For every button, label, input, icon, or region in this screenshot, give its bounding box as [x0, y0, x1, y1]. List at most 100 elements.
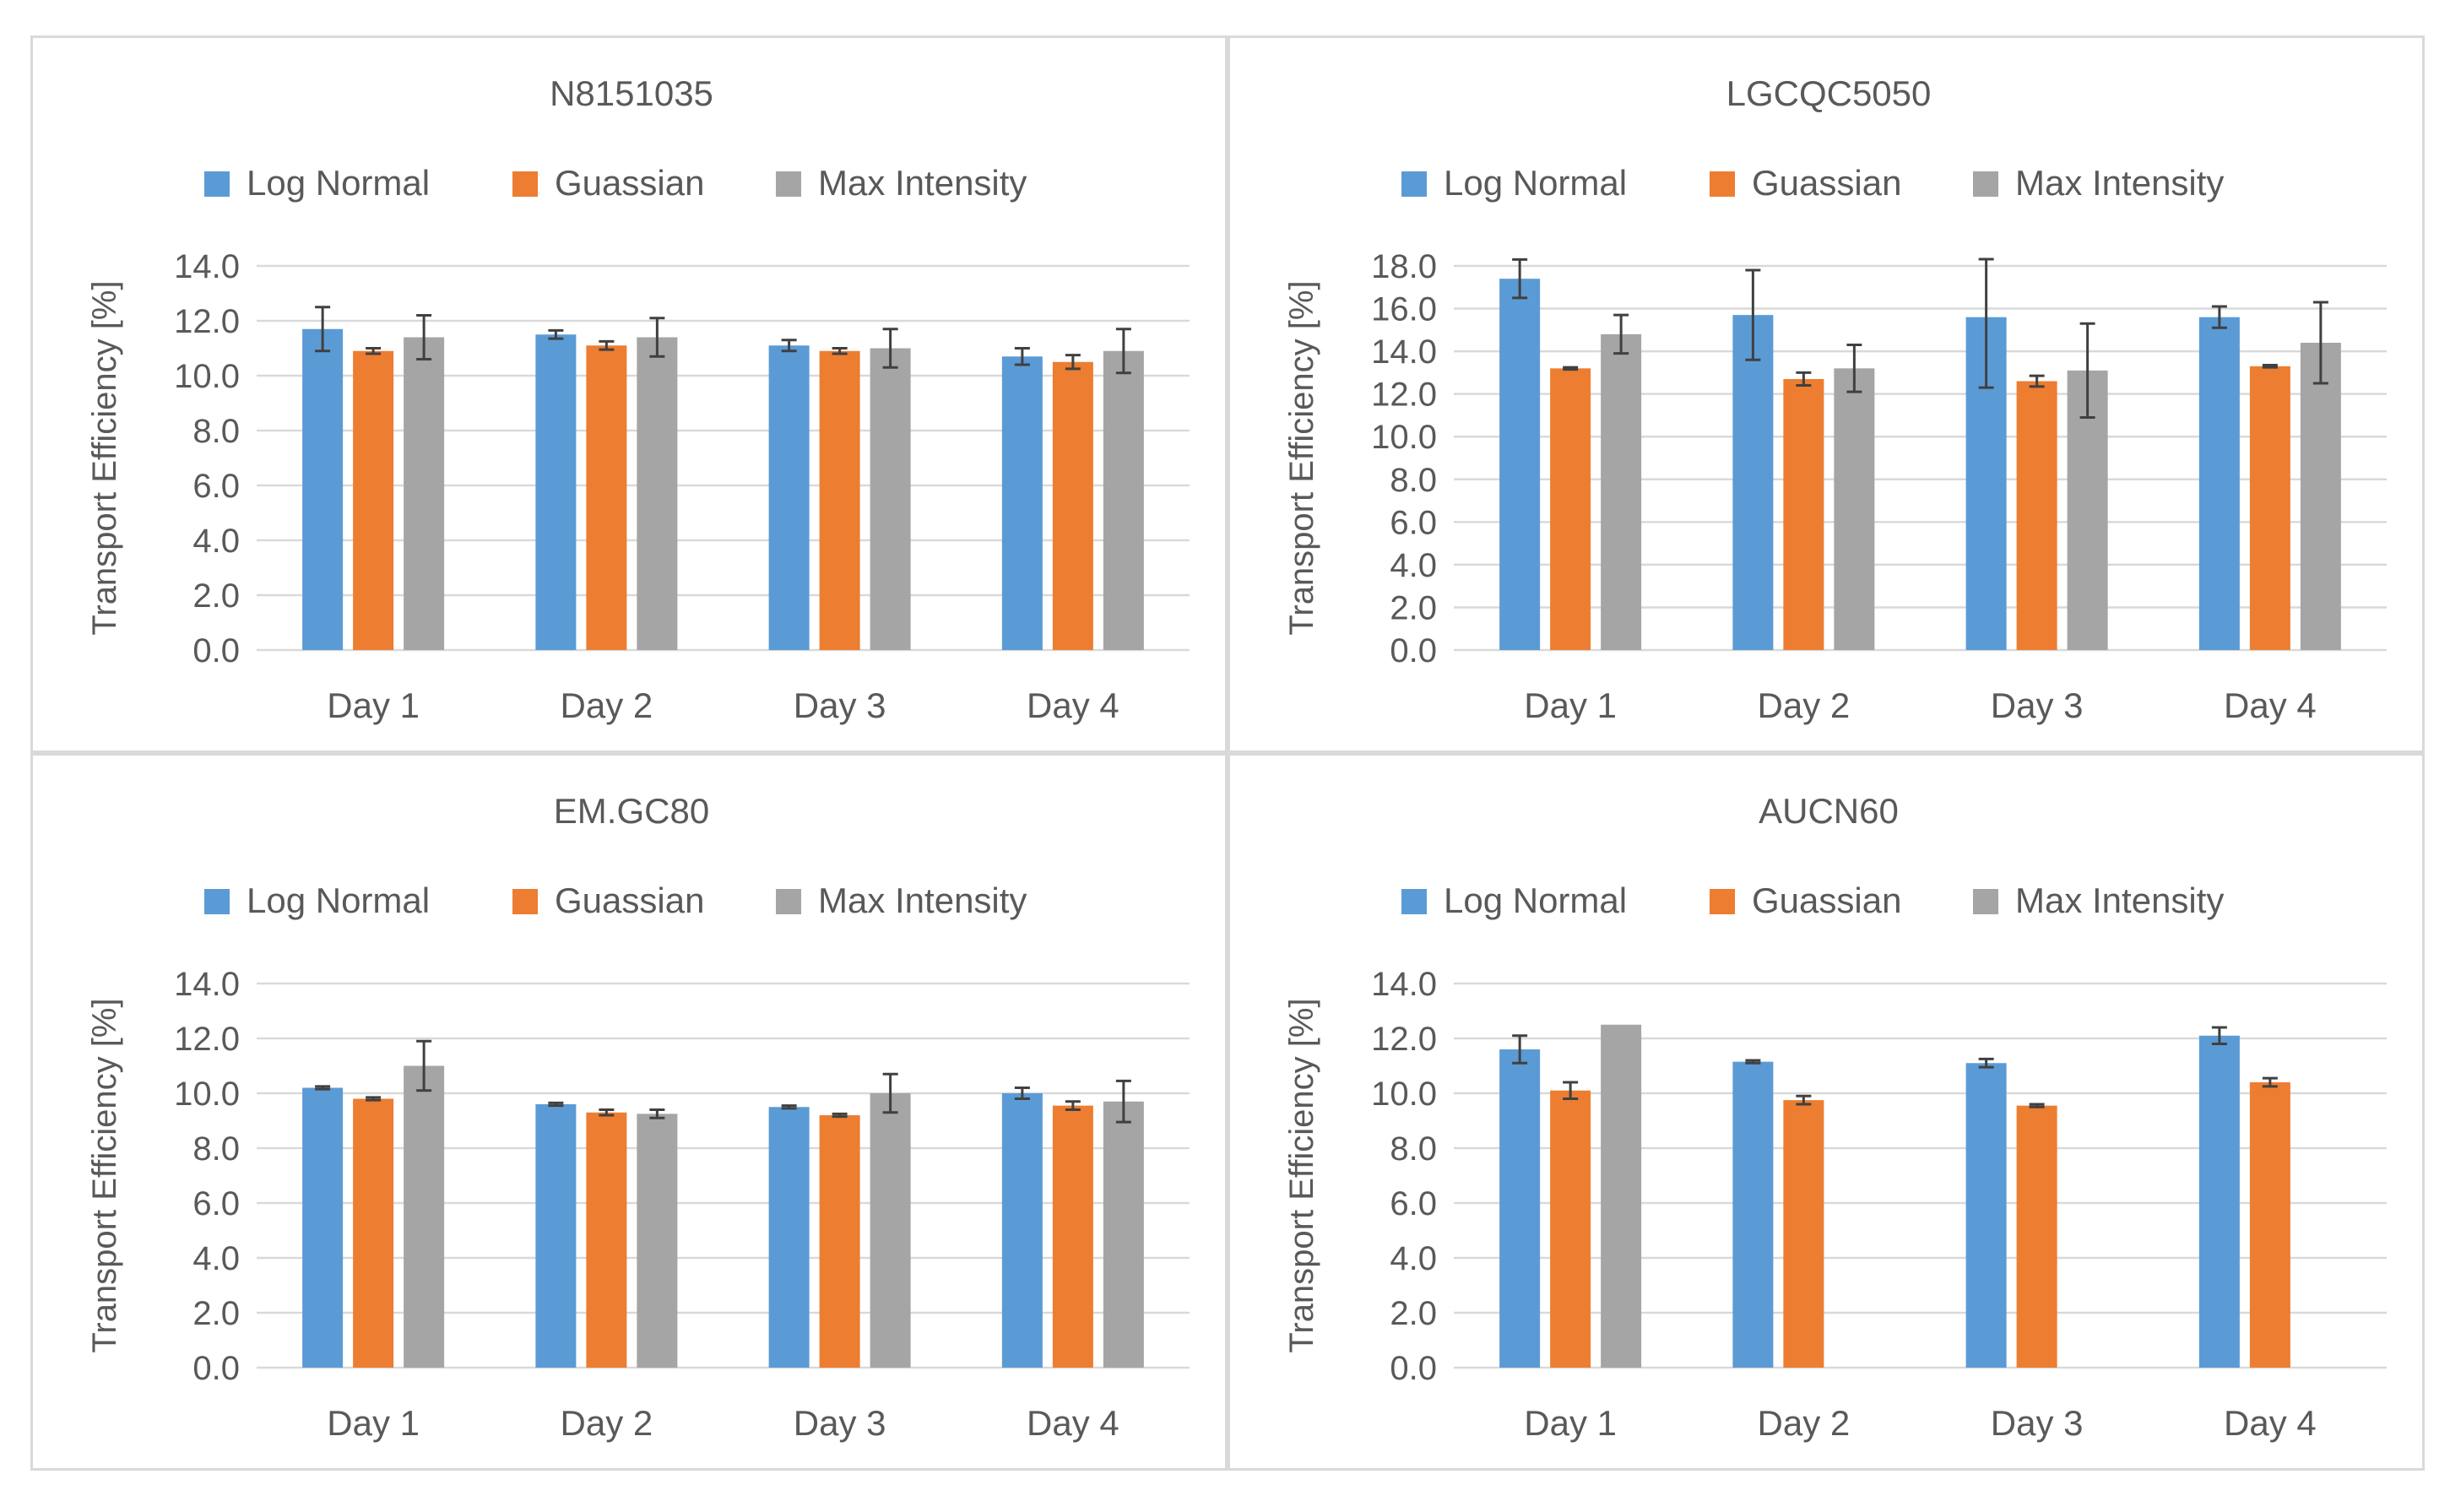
legend-label-3: Max Intensity — [818, 163, 1027, 203]
legend-swatch-2 — [1710, 171, 1735, 197]
chart-title: AUCN60 — [1759, 791, 1899, 831]
bar — [1103, 1101, 1144, 1368]
bar — [1052, 1105, 1093, 1368]
legend-swatch-2 — [512, 889, 538, 914]
bar — [1783, 1100, 1824, 1368]
legend-label-2: Guassian — [555, 163, 704, 203]
legend-label-1: Log Normal — [247, 881, 430, 920]
bar — [586, 345, 627, 650]
y-tick-label: 6.0 — [1390, 1185, 1437, 1222]
bar — [1834, 368, 1875, 650]
y-tick-label: 12.0 — [1371, 1021, 1437, 1058]
bar — [1601, 1024, 1642, 1368]
y-tick-label: 14.0 — [174, 966, 240, 1003]
chart-svg: EM.GC80 Log Normal Guassian Max Intensity 0.… — [86, 791, 1190, 1443]
bar — [2249, 366, 2290, 650]
bar — [870, 1093, 911, 1368]
legend-swatch-2 — [1710, 889, 1735, 914]
legend-swatch-3 — [776, 889, 801, 914]
legend-label-1: Log Normal — [247, 163, 430, 203]
bar — [768, 345, 810, 650]
bar — [586, 1112, 627, 1368]
y-tick-label: 0.0 — [192, 632, 240, 669]
y-tick-label: 4.0 — [192, 1240, 240, 1277]
bar — [2198, 1035, 2240, 1368]
bar — [1001, 356, 1043, 650]
chart-svg: LGCQC5050 Log Normal Guassian Max Intensity… — [1283, 73, 2387, 725]
y-axis-label: Transport Efficiency [%] — [1283, 280, 1320, 635]
y-tick-label: 14.0 — [1371, 333, 1437, 371]
bar — [302, 328, 344, 650]
y-tick-label: 6.0 — [1390, 504, 1437, 541]
chart-panel-1: N8151035 Log Normal Guassian Max Intensity 0… — [30, 35, 1228, 753]
legend-label-1: Log Normal — [1444, 881, 1627, 920]
legend-swatch-1 — [204, 889, 230, 914]
y-tick-label: 6.0 — [192, 468, 240, 505]
bar — [1103, 350, 1144, 650]
y-tick-label: 0.0 — [1390, 632, 1437, 669]
x-tick-label: Day 4 — [2224, 1403, 2317, 1443]
x-tick-label: Day 2 — [1758, 686, 1851, 725]
legend-swatch-1 — [204, 171, 230, 197]
y-tick-label: 12.0 — [174, 303, 240, 340]
bar — [819, 350, 860, 650]
y-axis-label: Transport Efficiency [%] — [86, 280, 123, 635]
bar — [1052, 361, 1093, 650]
x-tick-label: Day 3 — [794, 1403, 886, 1443]
y-tick-label: 10.0 — [174, 358, 240, 395]
x-tick-label: Day 2 — [561, 686, 653, 725]
bar — [1601, 333, 1642, 650]
y-tick-label: 2.0 — [1390, 589, 1437, 626]
chart-svg: AUCN60 Log Normal Guassian Max Intensity 0.0… — [1283, 791, 2387, 1443]
chart-panel-2: LGCQC5050 Log Normal Guassian Max Intensity… — [1228, 35, 2425, 753]
x-tick-label: Day 3 — [794, 686, 886, 725]
y-tick-label: 8.0 — [192, 413, 240, 450]
y-tick-label: 10.0 — [1371, 419, 1437, 456]
legend-label-3: Max Intensity — [2015, 163, 2224, 203]
bar — [2198, 317, 2240, 650]
chart-svg: N8151035 Log Normal Guassian Max Intensity 0… — [86, 73, 1190, 725]
bar — [404, 1065, 445, 1368]
x-tick-label: Day 2 — [1758, 1403, 1851, 1443]
y-tick-label: 12.0 — [1371, 377, 1437, 414]
y-tick-label: 14.0 — [1371, 966, 1437, 1003]
bar — [353, 350, 394, 650]
bar — [637, 1114, 678, 1368]
y-tick-label: 6.0 — [192, 1185, 240, 1222]
bar — [870, 348, 911, 650]
y-tick-label: 2.0 — [192, 1295, 240, 1332]
chart-title: N8151035 — [550, 73, 713, 113]
bar — [2249, 1082, 2290, 1368]
bar — [1732, 1061, 1774, 1368]
bar — [535, 334, 577, 650]
legend-swatch-3 — [776, 171, 801, 197]
x-tick-label: Day 4 — [1027, 686, 1119, 725]
bar — [2300, 343, 2341, 650]
y-tick-label: 4.0 — [192, 523, 240, 560]
bar — [353, 1098, 394, 1368]
y-tick-label: 8.0 — [1390, 1130, 1437, 1168]
y-tick-label: 8.0 — [192, 1130, 240, 1168]
bar — [637, 337, 678, 650]
y-axis-label: Transport Efficiency [%] — [1283, 998, 1320, 1352]
x-tick-label: Day 4 — [1027, 1403, 1119, 1443]
y-tick-label: 14.0 — [174, 248, 240, 285]
bar — [1783, 378, 1824, 650]
x-tick-label: Day 1 — [1524, 686, 1617, 725]
y-tick-label: 10.0 — [174, 1076, 240, 1113]
legend-swatch-2 — [512, 171, 538, 197]
y-tick-label: 0.0 — [192, 1350, 240, 1387]
bar — [1550, 1090, 1591, 1368]
bar — [768, 1107, 810, 1368]
legend-swatch-3 — [1973, 889, 1998, 914]
x-tick-label: Day 3 — [1991, 686, 2084, 725]
y-tick-label: 12.0 — [174, 1021, 240, 1058]
legend-label-2: Guassian — [1752, 881, 1901, 920]
chart-panel-4: AUCN60 Log Normal Guassian Max Intensity 0.0… — [1228, 753, 2425, 1471]
bar — [1732, 315, 1774, 650]
bar — [819, 1115, 860, 1368]
bar — [1001, 1093, 1043, 1368]
x-tick-label: Day 4 — [2224, 686, 2317, 725]
x-tick-label: Day 1 — [327, 686, 420, 725]
chart-title: LGCQC5050 — [1726, 73, 1932, 113]
